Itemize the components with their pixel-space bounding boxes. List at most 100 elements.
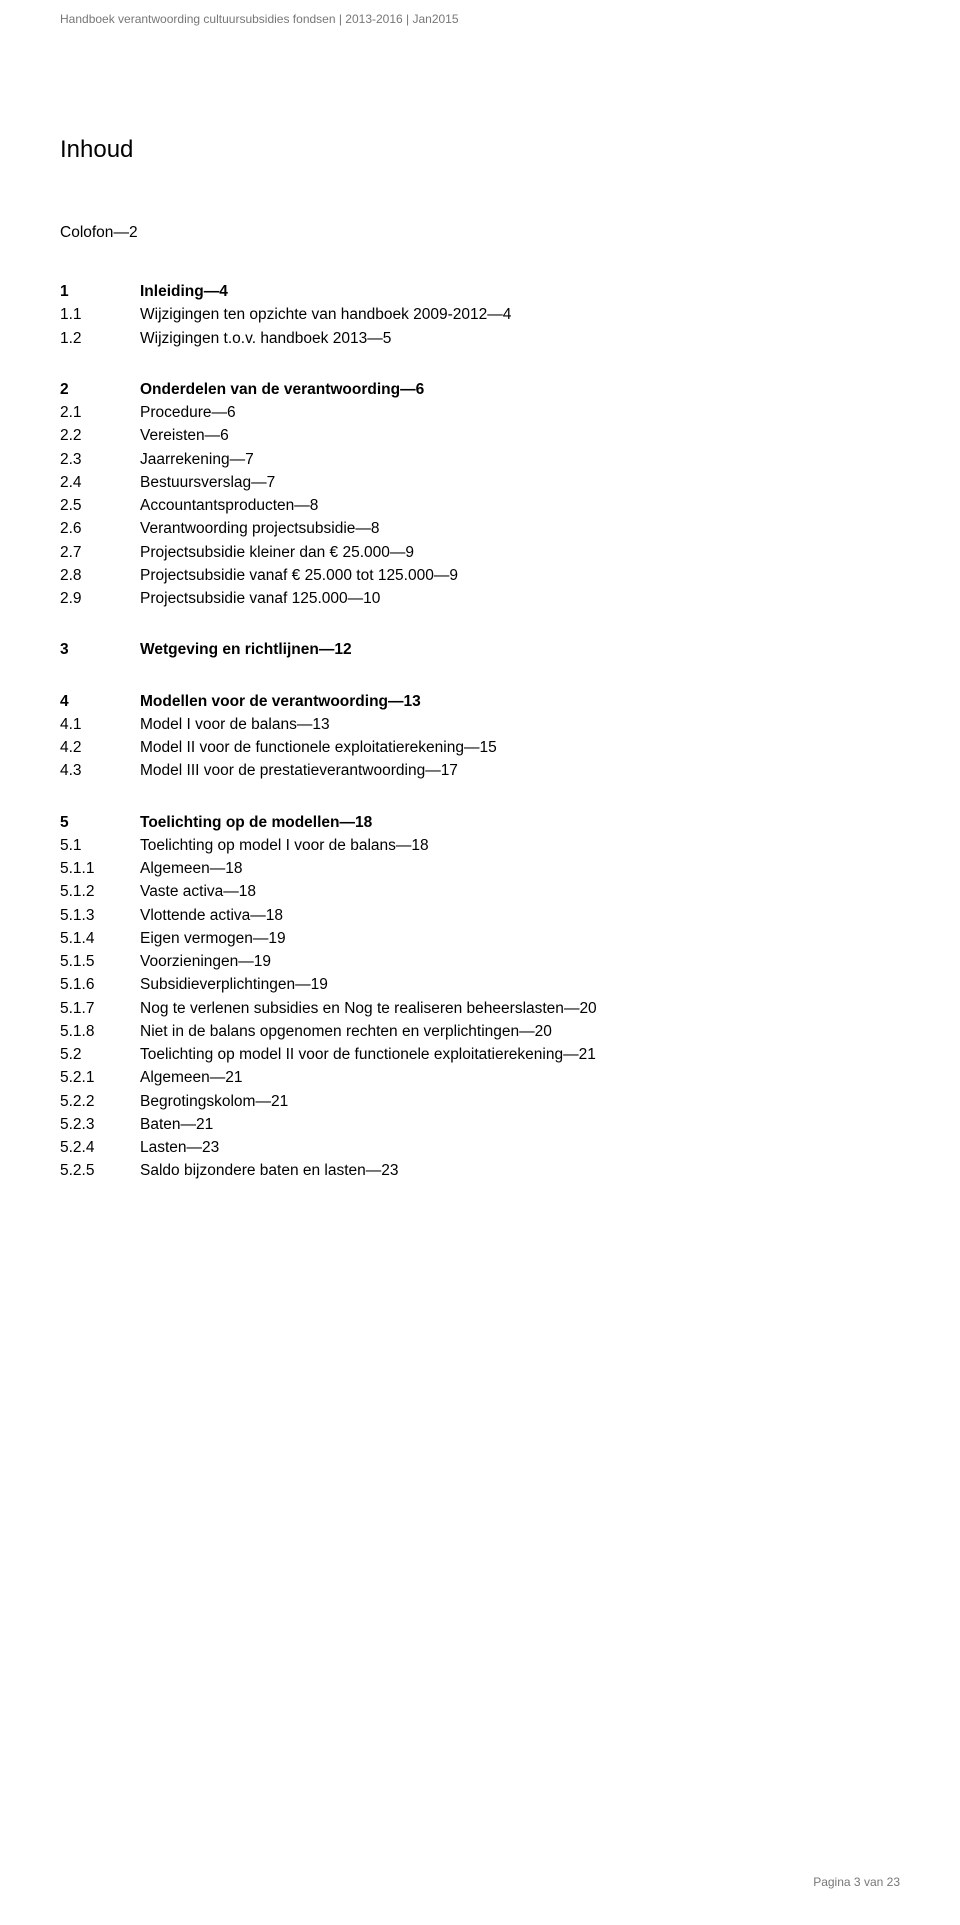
toc-entry-number: 5 — [60, 811, 140, 834]
toc-entry-title: Algemeen — [140, 860, 210, 877]
toc-entry-text: Model I voor de balans—13 — [140, 713, 330, 736]
toc-entry-page: 8 — [310, 497, 319, 514]
toc-entry-text: Wetgeving en richtlijnen—12 — [140, 638, 352, 661]
toc-entry-dash: — — [390, 544, 406, 561]
toc-entry: 5.1.1Algemeen—18 — [60, 857, 900, 880]
toc-entry-title: Vlottende activa — [140, 907, 250, 924]
toc-entry-number: 2.4 — [60, 471, 140, 494]
toc-entry-page: 21 — [225, 1069, 242, 1086]
toc-entry-title: Onderdelen van de verantwoording — [140, 381, 400, 398]
toc-entry-dash: — — [396, 837, 412, 854]
toc-entry-title: Toelichting op model II voor de function… — [140, 1046, 563, 1063]
toc-entry-dash: — — [212, 404, 228, 421]
toc-entry-number: 5.2.1 — [60, 1066, 140, 1089]
page-footer: Pagina 3 van 23 — [813, 1875, 900, 1889]
toc-entry-text: Algemeen—21 — [140, 1066, 243, 1089]
toc-entry: 5.1.3Vlottende activa—18 — [60, 904, 900, 927]
toc-entry: 2.7Projectsubsidie kleiner dan € 25.000—… — [60, 541, 900, 564]
toc-entry-page: 12 — [334, 641, 351, 658]
toc-entry-number: 5.1.6 — [60, 973, 140, 996]
toc-entry-dash: — — [487, 306, 503, 323]
toc-section: 5Toelichting op de modellen—185.1Toelich… — [60, 811, 900, 1183]
toc-entry-title: Verantwoording projectsubsidie — [140, 520, 355, 537]
colofon-dash: — — [113, 224, 129, 241]
toc-entry-number: 2.8 — [60, 564, 140, 587]
toc-entry-number: 1 — [60, 280, 140, 303]
toc-entry-dash: — — [210, 1069, 226, 1086]
toc-entry-text: Bestuursverslag—7 — [140, 471, 275, 494]
toc-entry-page: 8 — [371, 520, 380, 537]
toc-entry: 2Onderdelen van de verantwoording—6 — [60, 378, 900, 401]
toc-entry-number: 2.6 — [60, 517, 140, 540]
toc-entry-page: 21 — [196, 1116, 213, 1133]
toc-section: 4Modellen voor de verantwoording—134.1Mo… — [60, 690, 900, 783]
toc-entry-text: Begrotingskolom—21 — [140, 1090, 288, 1113]
toc-entry-text: Saldo bijzondere baten en lasten—23 — [140, 1159, 399, 1182]
toc-entry-text: Voorzieningen—19 — [140, 950, 271, 973]
toc-entry-text: Projectsubsidie vanaf € 25.000 tot 125.0… — [140, 564, 458, 587]
toc-entry: 4.3Model III voor de prestatieverantwoor… — [60, 759, 900, 782]
toc-entry-title: Accountantsproducten — [140, 497, 294, 514]
toc-entry: 5.2.4Lasten—23 — [60, 1136, 900, 1159]
toc-entry: 5.2Toelichting op model II voor de funct… — [60, 1043, 900, 1066]
toc-entry-dash: — — [348, 590, 364, 607]
toc-entry: 2.1Procedure—6 — [60, 401, 900, 424]
toc-entry-page: 6 — [227, 404, 236, 421]
toc-entry: 5.1.8Niet in de balans opgenomen rechten… — [60, 1020, 900, 1043]
toc-entry: 5.2.5Saldo bijzondere baten en lasten—23 — [60, 1159, 900, 1182]
toc-entry: 2.4Bestuursverslag—7 — [60, 471, 900, 494]
toc-entry-text: Model II voor de functionele exploitatie… — [140, 736, 497, 759]
toc-entry-title: Eigen vermogen — [140, 930, 253, 947]
toc-entry-title: Wijzigingen ten opzichte van handboek 20… — [140, 306, 487, 323]
toc-entry-text: Vaste activa—18 — [140, 880, 256, 903]
toc-entry-title: Inleiding — [140, 283, 204, 300]
toc-entry-title: Bestuursverslag — [140, 474, 251, 491]
toc-entry-page: 4 — [503, 306, 512, 323]
toc-entry-number: 5.1.1 — [60, 857, 140, 880]
toc-entry-text: Verantwoording projectsubsidie—8 — [140, 517, 380, 540]
toc-entry-text: Inleiding—4 — [140, 280, 228, 303]
toc-entry-title: Subsidieverplichtingen — [140, 976, 295, 993]
toc-entry-title: Lasten — [140, 1139, 187, 1156]
toc-entry-dash: — — [400, 381, 416, 398]
toc-entry-text: Algemeen—18 — [140, 857, 243, 880]
toc-entry-title: Wetgeving en richtlijnen — [140, 641, 319, 658]
footer-label: Pagina — [813, 1875, 850, 1889]
toc-entry-title: Model II voor de functionele exploitatie… — [140, 739, 464, 756]
toc-entry: 1.1Wijzigingen ten opzichte van handboek… — [60, 303, 900, 326]
toc-entry-number: 2.1 — [60, 401, 140, 424]
toc-entry-dash: — — [250, 907, 266, 924]
toc-entry-dash: — — [181, 1116, 197, 1133]
toc-entry: 5.1.2Vaste activa—18 — [60, 880, 900, 903]
toc-entry: 5.1.4Eigen vermogen—19 — [60, 927, 900, 950]
running-header: Handboek verantwoording cultuursubsidies… — [60, 12, 900, 26]
toc-entry-text: Jaarrekening—7 — [140, 448, 254, 471]
toc-entry-dash: — — [519, 1023, 535, 1040]
toc-entry-dash: — — [425, 762, 441, 779]
toc-entry-number: 2.3 — [60, 448, 140, 471]
toc-entry-dash: — — [251, 474, 267, 491]
toc-entry-dash: — — [434, 567, 450, 584]
toc-entry-text: Modellen voor de verantwoording—13 — [140, 690, 421, 713]
toc-entry-number: 5.1 — [60, 834, 140, 857]
toc-entry-page: 4 — [219, 283, 228, 300]
toc-entry-number: 1.1 — [60, 303, 140, 326]
toc-entry-title: Saldo bijzondere baten en lasten — [140, 1162, 366, 1179]
toc-entry: 4.1Model I voor de balans—13 — [60, 713, 900, 736]
toc-entry-dash: — — [464, 739, 480, 756]
colofon-page: 2 — [129, 224, 138, 241]
toc-entry-text: Niet in de balans opgenomen rechten en v… — [140, 1020, 552, 1043]
toc-entry-page: 15 — [479, 739, 496, 756]
toc-entry-dash: — — [255, 1093, 271, 1110]
toc-entry-title: Procedure — [140, 404, 212, 421]
toc-entry-number: 2.5 — [60, 494, 140, 517]
toc-entry-number: 1.2 — [60, 327, 140, 350]
toc-entry-page: 9 — [449, 567, 458, 584]
toc-entry-text: Toelichting op de modellen—18 — [140, 811, 372, 834]
toc-entry-number: 4 — [60, 690, 140, 713]
toc-entry: 5Toelichting op de modellen—18 — [60, 811, 900, 834]
toc-entry-page: 18 — [355, 814, 372, 831]
toc-entry-title: Modellen voor de verantwoording — [140, 693, 388, 710]
toc-entry-text: Vereisten—6 — [140, 424, 229, 447]
toc-entry-text: Wijzigingen t.o.v. handboek 2013—5 — [140, 327, 391, 350]
